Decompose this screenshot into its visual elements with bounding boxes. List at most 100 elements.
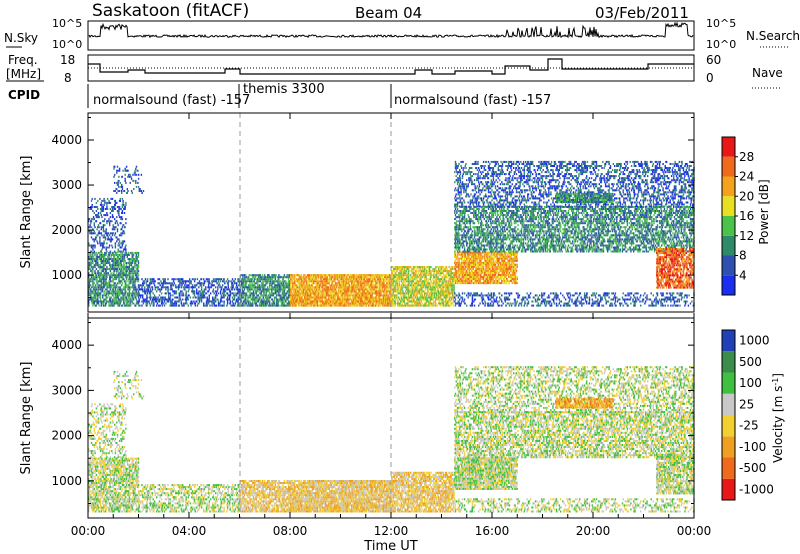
power-echo [280, 294, 281, 296]
power-echo [136, 264, 137, 266]
power-echo [252, 297, 253, 299]
power-echo [186, 280, 187, 282]
power-echo [251, 299, 252, 301]
power-echo [122, 218, 123, 220]
power-echo [193, 278, 194, 280]
power-echo [317, 286, 318, 288]
power-echo [106, 272, 107, 274]
power-echo [187, 297, 188, 299]
power-echo [301, 297, 302, 299]
power-echo [125, 174, 126, 176]
power-echo [112, 292, 113, 294]
power-echo [101, 232, 102, 234]
power-echo [92, 206, 93, 208]
power-echo [403, 274, 404, 276]
power-echo [264, 299, 265, 301]
power-echo [161, 303, 162, 305]
power-echo [120, 270, 121, 272]
power-echo [181, 286, 182, 288]
power-echo [120, 276, 121, 278]
power-echo [195, 278, 196, 280]
power-echo [237, 288, 238, 290]
power-echo [112, 266, 113, 268]
power-echo [237, 292, 238, 294]
power-echo [383, 297, 384, 299]
power-echo [249, 301, 250, 303]
power-echo [265, 284, 266, 286]
power-echo [310, 290, 311, 292]
power-echo [203, 292, 204, 294]
power-echo [94, 292, 95, 294]
power-echo [260, 297, 261, 299]
power-echo [118, 266, 119, 268]
power-echo [98, 301, 99, 303]
power-echo [409, 299, 410, 301]
power-echo [99, 226, 100, 228]
power-echo [379, 297, 380, 299]
power-echo [188, 286, 189, 288]
power-echo [224, 288, 225, 290]
power-echo [157, 282, 158, 284]
power-echo [333, 305, 334, 307]
power-echo [126, 264, 127, 266]
power-echo [141, 305, 142, 307]
power-echo [273, 282, 274, 284]
power-echo [97, 242, 98, 244]
power-echo [120, 200, 121, 202]
power-echo [310, 278, 311, 280]
power-echo [241, 299, 242, 301]
power-echo [270, 280, 271, 282]
power-echo [255, 274, 256, 276]
power-echo [303, 276, 304, 278]
power-echo [146, 284, 147, 286]
power-echo [362, 282, 363, 284]
power-echo [244, 292, 245, 294]
power-echo [335, 297, 336, 299]
power-echo [315, 280, 316, 282]
power-echo [91, 276, 92, 278]
power-echo [404, 282, 405, 284]
power-echo [115, 258, 116, 260]
power-echo [338, 274, 339, 276]
power-echo [339, 280, 340, 282]
power-echo [348, 299, 349, 301]
power-echo [118, 184, 119, 186]
power-echo [106, 266, 107, 268]
power-echo [253, 276, 254, 278]
power-echo [223, 278, 224, 280]
power-echo [125, 292, 126, 294]
power-echo [408, 270, 409, 272]
power-echo [125, 202, 126, 204]
power-echo [349, 284, 350, 286]
power-echo [280, 305, 281, 307]
power-echo [378, 294, 379, 296]
power-echo [262, 280, 263, 282]
power-echo [271, 303, 272, 305]
power-echo [389, 280, 390, 282]
power-echo [225, 290, 226, 292]
power-echo [147, 297, 148, 299]
power-echo [277, 280, 278, 282]
power-echo [209, 280, 210, 282]
power-echo [108, 218, 109, 220]
power-echo [89, 226, 90, 228]
power-echo [95, 214, 96, 216]
power-echo [113, 262, 114, 264]
nsky-panel: N.Sky 10^5 10^0 10^5 10^0 N.Search [4, 17, 800, 51]
power-echo [308, 282, 309, 284]
power-echo [348, 288, 349, 290]
power-echo [133, 303, 134, 305]
power-echo [89, 282, 90, 284]
power-echo [95, 290, 96, 292]
power-echo [118, 270, 119, 272]
power-echo [231, 305, 232, 307]
power-echo [309, 284, 310, 286]
power-echo [115, 294, 116, 296]
power-echo [352, 297, 353, 299]
power-echo [106, 290, 107, 292]
power-echo [329, 282, 330, 284]
power-echo [235, 278, 236, 280]
power-echo [93, 245, 94, 247]
power-echo [263, 294, 264, 296]
power-echo [188, 284, 189, 286]
